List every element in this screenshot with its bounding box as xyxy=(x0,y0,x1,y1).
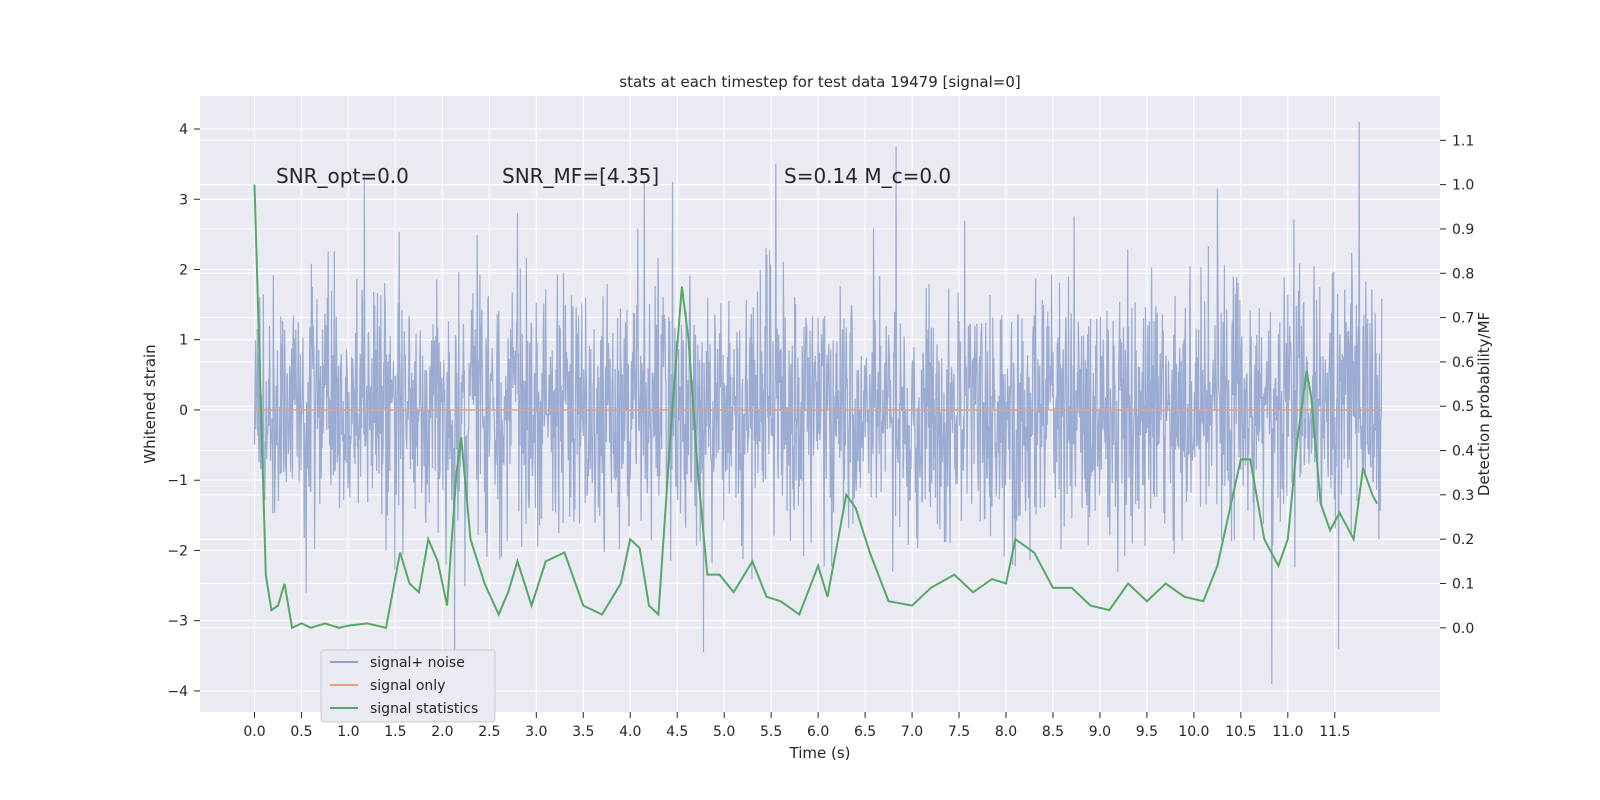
x-tick-label-15: 7.5 xyxy=(948,724,970,740)
y-axis-left-label: Whitened strain xyxy=(141,344,159,463)
y-left-tick-label-0: 4 xyxy=(179,122,188,138)
x-tick-label-20: 10.0 xyxy=(1178,724,1209,740)
x-tick-label-17: 8.5 xyxy=(1042,724,1064,740)
x-tick-label-16: 8.0 xyxy=(995,724,1017,740)
x-axis-ticks: 0.0 0.5 1.0 1.5 2.0 2.5 3.0 3.5 4.0 4.5 5.0 5.5 6.0 6… xyxy=(243,712,1350,740)
x-tick-label-10: 5.0 xyxy=(713,724,735,740)
x-tick-label-6: 3.0 xyxy=(525,724,547,740)
y-right-tick-label-5: 0.6 xyxy=(1452,355,1474,371)
x-tick-label-4: 2.0 xyxy=(431,724,453,740)
y-right-tick-label-11: 0.0 xyxy=(1452,621,1474,637)
x-tick-label-12: 6.0 xyxy=(807,724,829,740)
y-right-tick-label-10: 0.1 xyxy=(1452,576,1474,592)
x-tick-label-22: 11.0 xyxy=(1272,724,1303,740)
x-tick-label-11: 5.5 xyxy=(760,724,782,740)
x-tick-label-19: 9.5 xyxy=(1136,724,1158,740)
y-axis-right-ticks: 1.1 1.0 0.9 0.8 0.7 0.6 0.5 0.4 0.3 0.2 0.1 0.0 xyxy=(1440,133,1474,637)
y-right-tick-label-2: 0.9 xyxy=(1452,222,1474,238)
annotation-snr-mf: SNR_MF=[4.35] xyxy=(502,164,659,188)
legend-label-signal-statistics: signal statistics xyxy=(370,701,478,717)
legend-label-signal-only: signal only xyxy=(370,678,445,694)
legend: signal+ noise signal only signal statist… xyxy=(320,649,496,723)
annotation-snr-opt: SNR_opt=0.0 xyxy=(276,164,409,188)
y-left-tick-label-6: −2 xyxy=(167,543,188,559)
x-tick-label-7: 3.5 xyxy=(572,724,594,740)
signal-noise-line xyxy=(253,121,1383,684)
x-tick-label-9: 4.5 xyxy=(666,724,688,740)
x-tick-label-14: 7.0 xyxy=(901,724,923,740)
y-left-tick-label-2: 2 xyxy=(179,262,188,278)
y-right-tick-label-3: 0.8 xyxy=(1452,266,1474,282)
x-tick-label-1: 0.5 xyxy=(290,724,312,740)
legend-label-signal-noise: signal+ noise xyxy=(370,655,465,671)
y-axis-left-ticks: 4 3 2 1 0 −1 −2 −3 −4 xyxy=(167,122,200,700)
x-tick-label-2: 1.0 xyxy=(337,724,359,740)
y-right-tick-label-4: 0.7 xyxy=(1452,311,1474,327)
series-signal-statistics xyxy=(253,184,1378,630)
x-tick-label-21: 10.5 xyxy=(1225,724,1256,740)
series-signal-noise xyxy=(253,121,1383,684)
y-right-tick-label-6: 0.5 xyxy=(1452,399,1474,415)
y-left-tick-label-1: 3 xyxy=(179,192,188,208)
y-right-tick-label-7: 0.4 xyxy=(1452,444,1474,460)
x-tick-label-18: 9.0 xyxy=(1089,724,1111,740)
x-tick-label-8: 4.0 xyxy=(619,724,641,740)
signal-statistics-line xyxy=(253,184,1378,630)
y-left-tick-label-5: −1 xyxy=(167,473,188,489)
y-right-tick-label-9: 0.2 xyxy=(1452,532,1474,548)
y-right-tick-label-8: 0.3 xyxy=(1452,488,1474,504)
x-tick-label-3: 1.5 xyxy=(384,724,406,740)
x-axis-label: Time (s) xyxy=(789,744,851,762)
legend-box xyxy=(320,649,496,723)
x-tick-label-13: 6.5 xyxy=(854,724,876,740)
y-left-tick-label-7: −3 xyxy=(167,614,188,630)
y-axis-right-label: Detection probability/MF xyxy=(1475,312,1493,496)
x-tick-label-0: 0.0 xyxy=(243,724,265,740)
x-tick-label-23: 11.5 xyxy=(1319,724,1350,740)
y-left-tick-label-4: 0 xyxy=(179,403,188,419)
x-tick-label-5: 2.5 xyxy=(478,724,500,740)
y-right-tick-label-0: 1.1 xyxy=(1452,133,1474,149)
y-left-tick-label-8: −4 xyxy=(167,684,188,700)
y-left-tick-label-3: 1 xyxy=(179,333,188,349)
y-right-tick-label-1: 1.0 xyxy=(1452,178,1474,194)
chart-title: stats at each timestep for test data 194… xyxy=(619,73,1020,91)
annotation-s-mc: S=0.14 M_c=0.0 xyxy=(784,164,951,188)
